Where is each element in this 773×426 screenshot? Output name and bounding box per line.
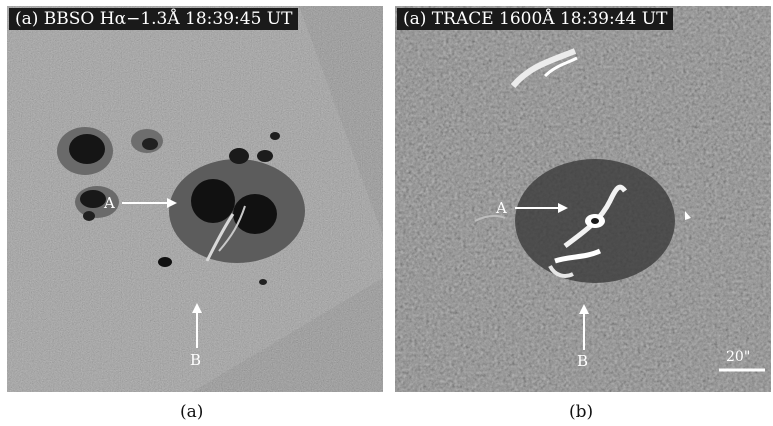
feature-a-label: A <box>104 194 115 212</box>
panel-a-caption: (a) <box>180 402 204 422</box>
scale-bar-label: 20" <box>726 349 751 365</box>
bbso-halpha-image-panel: (a) BBSO Hα−1.3Å 18:39:45 UT A B <box>7 6 383 392</box>
feature-b-label: B <box>577 352 589 370</box>
bbso-halpha-image <box>7 6 383 392</box>
trace-1600-image-panel: (a) TRACE 1600Å 18:39:44 UT A B 20" <box>395 6 771 392</box>
feature-a-label: A <box>496 199 507 217</box>
trace-1600-image <box>395 6 771 392</box>
feature-b-label: B <box>190 351 202 369</box>
panel-a-title: (a) BBSO Hα−1.3Å 18:39:45 UT <box>9 8 299 30</box>
panel-b-title: (a) TRACE 1600Å 18:39:44 UT <box>397 8 674 30</box>
panel-b-caption: (b) <box>569 402 594 422</box>
